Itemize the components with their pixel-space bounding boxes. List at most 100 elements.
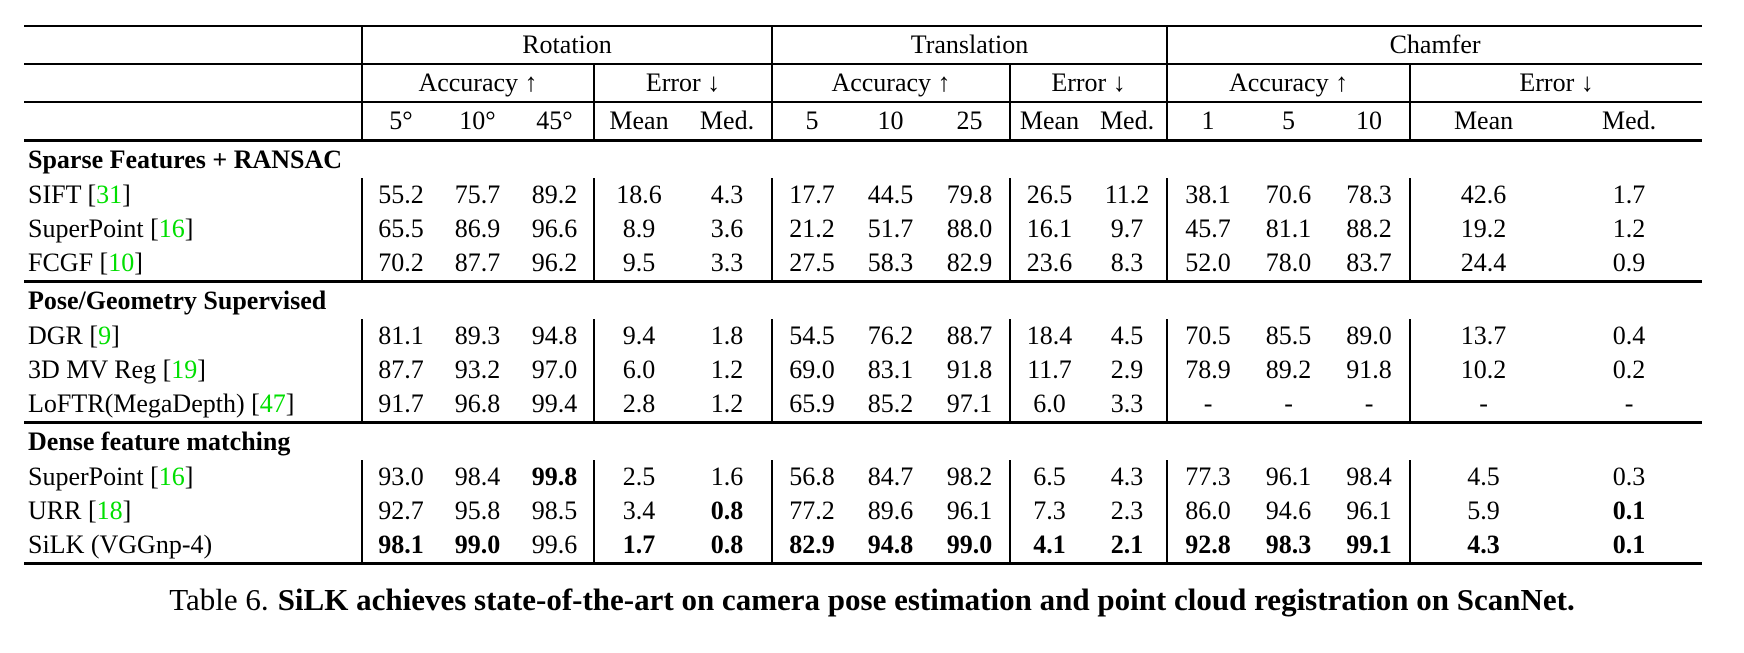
metric-value-cell: 2.1 xyxy=(1088,528,1168,565)
citation-bracket-open: [ xyxy=(156,355,172,384)
threshold-header-chamfer-1: 1 xyxy=(1166,102,1249,142)
group-header-chamfer: Chamfer xyxy=(1166,26,1703,65)
header-row-groups: Rotation Translation Chamfer xyxy=(24,26,1703,65)
metric-value-cell: 77.2 xyxy=(771,494,851,528)
citation-ref[interactable]: 18 xyxy=(96,496,123,525)
table-row-superpoint: SuperPoint [16] 65.5 86.9 96.6 8.9 3.6 21.2 51.… xyxy=(24,212,1702,246)
metric-value-cell: 7.3 xyxy=(1009,494,1088,528)
metric-value-cell: 0.2 xyxy=(1612,355,1646,384)
threshold-header-translation-25: 25 xyxy=(930,102,1010,142)
threshold-header-translation-5: 5 xyxy=(771,102,851,142)
header-row-thresholds: 5° 10° 45° Mean Med. 5 10 25 Mean Med. 1 5 10 Mean Med… xyxy=(24,102,1703,142)
group-header-translation: Translation xyxy=(770,26,1168,65)
threshold-header-translation-10: 10 xyxy=(851,102,930,142)
metric-value-cell: - xyxy=(1409,387,1557,424)
citation-bracket-close: ] xyxy=(285,389,295,418)
metric-value-cell: 2.8 xyxy=(593,387,683,424)
threshold-header-rotation-10: 10° xyxy=(439,102,516,142)
metric-value-cell: 98.4 xyxy=(1346,462,1392,491)
method-cell: SiLK (VGGnp-4) xyxy=(24,528,362,565)
error-header-chamfer: Error ↓ xyxy=(1409,64,1703,103)
metric-value-cell: 52.0 xyxy=(1166,246,1249,283)
method-name: 3D MV Reg xyxy=(28,355,157,384)
metric-value-cell: 65.5 xyxy=(361,212,439,246)
metric-value-cell: 82.9 xyxy=(771,528,851,565)
metric-value-cell: 18.4 xyxy=(1009,319,1088,353)
metric-value-cell: 3.6 xyxy=(710,214,744,243)
table-row-urr: URR [18] 92.7 95.8 98.5 3.4 0.8 77.2 89.6 96.1 7.… xyxy=(24,494,1702,528)
metric-value-cell: 85.5 xyxy=(1265,321,1312,350)
metric-value-cell: 99.0 xyxy=(930,528,1010,565)
metric-value-cell: 54.5 xyxy=(771,319,851,353)
method-name: SuperPoint xyxy=(28,214,144,243)
metric-value-cell: 0.4 xyxy=(1612,321,1646,350)
citation-bracket-open: [ xyxy=(81,180,97,209)
citation-bracket-open: [ xyxy=(81,496,97,525)
metric-value-cell: 4.5 xyxy=(1409,460,1557,494)
metric-value-cell: 78.9 xyxy=(1166,353,1249,387)
metric-value-cell: 95.8 xyxy=(454,496,501,525)
metric-value-cell: 82.9 xyxy=(930,246,1010,283)
citation-bracket-open: [ xyxy=(93,248,109,277)
metric-value-cell: 24.4 xyxy=(1409,246,1557,283)
method-name: LoFTR(MegaDepth) xyxy=(28,389,245,418)
metric-value-cell: 75.7 xyxy=(454,180,501,209)
metric-value-cell: 19.2 xyxy=(1409,212,1557,246)
metric-value-cell: 65.9 xyxy=(771,387,851,424)
metric-value-cell: 96.8 xyxy=(439,387,516,424)
citation-ref[interactable]: 47 xyxy=(259,389,286,418)
metric-value-cell: 13.7 xyxy=(1409,319,1557,353)
citation-ref[interactable]: 31 xyxy=(96,180,123,209)
metric-value-cell: 4.3 xyxy=(1409,528,1557,565)
citation-bracket-close: ] xyxy=(134,248,143,277)
table-row-sift: SIFT [31] 55.2 75.7 89.2 18.6 4.3 17.7 44.5 79.8… xyxy=(24,178,1702,212)
metric-value-cell: 85.2 xyxy=(851,387,930,424)
metric-value-cell: 8.3 xyxy=(1088,246,1168,283)
metric-value-cell: 56.8 xyxy=(771,460,851,494)
metric-value-cell: 4.1 xyxy=(1009,528,1088,565)
error-col-header-chamfer-mean: Mean xyxy=(1409,102,1557,142)
accuracy-header-chamfer: Accuracy ↑ xyxy=(1166,64,1411,103)
results-table-body: Sparse Features + RANSAC SIFT [31] 55.2 75.… xyxy=(24,141,1703,565)
citation-ref[interactable]: 19 xyxy=(171,355,198,384)
metric-value-cell: 4.3 xyxy=(1110,462,1144,491)
metric-value-cell: 4.3 xyxy=(710,180,744,209)
metric-value-cell: - xyxy=(1248,387,1330,424)
citation-ref[interactable]: 16 xyxy=(158,462,185,491)
metric-value-cell: 91.8 xyxy=(1346,355,1392,384)
metric-value-cell: 78.0 xyxy=(1248,246,1330,283)
metric-value-cell: 98.2 xyxy=(946,462,993,491)
error-header-rotation: Error ↓ xyxy=(593,64,772,103)
citation-ref[interactable]: 16 xyxy=(158,214,185,243)
metric-value-cell: 78.3 xyxy=(1346,180,1392,209)
metric-value-cell: 9.5 xyxy=(593,246,683,283)
metric-value-cell: 94.8 xyxy=(851,528,930,565)
citation-ref[interactable]: 9 xyxy=(98,321,112,350)
metric-value-cell: 1.7 xyxy=(593,528,683,565)
metric-value-cell: 81.1 xyxy=(361,319,439,353)
group-header-rotation: Rotation xyxy=(361,26,772,65)
citation-ref[interactable]: 10 xyxy=(108,248,135,277)
metric-value-cell: 89.0 xyxy=(1346,321,1392,350)
metric-value-cell: - xyxy=(1556,387,1703,424)
table-caption: Table 6. SiLK achieves state-of-the-art o… xyxy=(0,581,1744,619)
metric-value-cell: 76.2 xyxy=(867,321,914,350)
metric-value-cell: 5.9 xyxy=(1409,494,1557,528)
method-cell: SIFT [31] xyxy=(24,178,362,212)
metric-value-cell: 6.5 xyxy=(1009,460,1088,494)
metric-value-cell: 0.8 xyxy=(683,528,772,565)
citation-bracket-open: [ xyxy=(143,462,159,491)
paper-table-figure: Rotation Translation Chamfer Accuracy ↑ Erro… xyxy=(0,25,1744,619)
caption-text: SiLK achieves state-of-the-art on camera… xyxy=(277,582,1575,617)
metric-value-cell: 84.7 xyxy=(867,462,914,491)
metric-value-cell: 88.2 xyxy=(1346,214,1392,243)
metric-value-cell: 89.2 xyxy=(531,180,578,209)
metric-value-cell: 45.7 xyxy=(1166,212,1249,246)
metric-value-cell: 99.0 xyxy=(439,528,516,565)
table-row-dgr: DGR [9] 81.1 89.3 94.8 9.4 1.8 54.5 76.2 88.7 18.… xyxy=(24,319,1702,353)
corner-cell xyxy=(24,102,362,142)
metric-value-cell: 8.9 xyxy=(593,212,683,246)
metric-value-cell: 83.7 xyxy=(1329,246,1411,283)
metric-value-cell: 0.1 xyxy=(1612,496,1646,525)
citation-bracket-close: ] xyxy=(184,214,194,243)
